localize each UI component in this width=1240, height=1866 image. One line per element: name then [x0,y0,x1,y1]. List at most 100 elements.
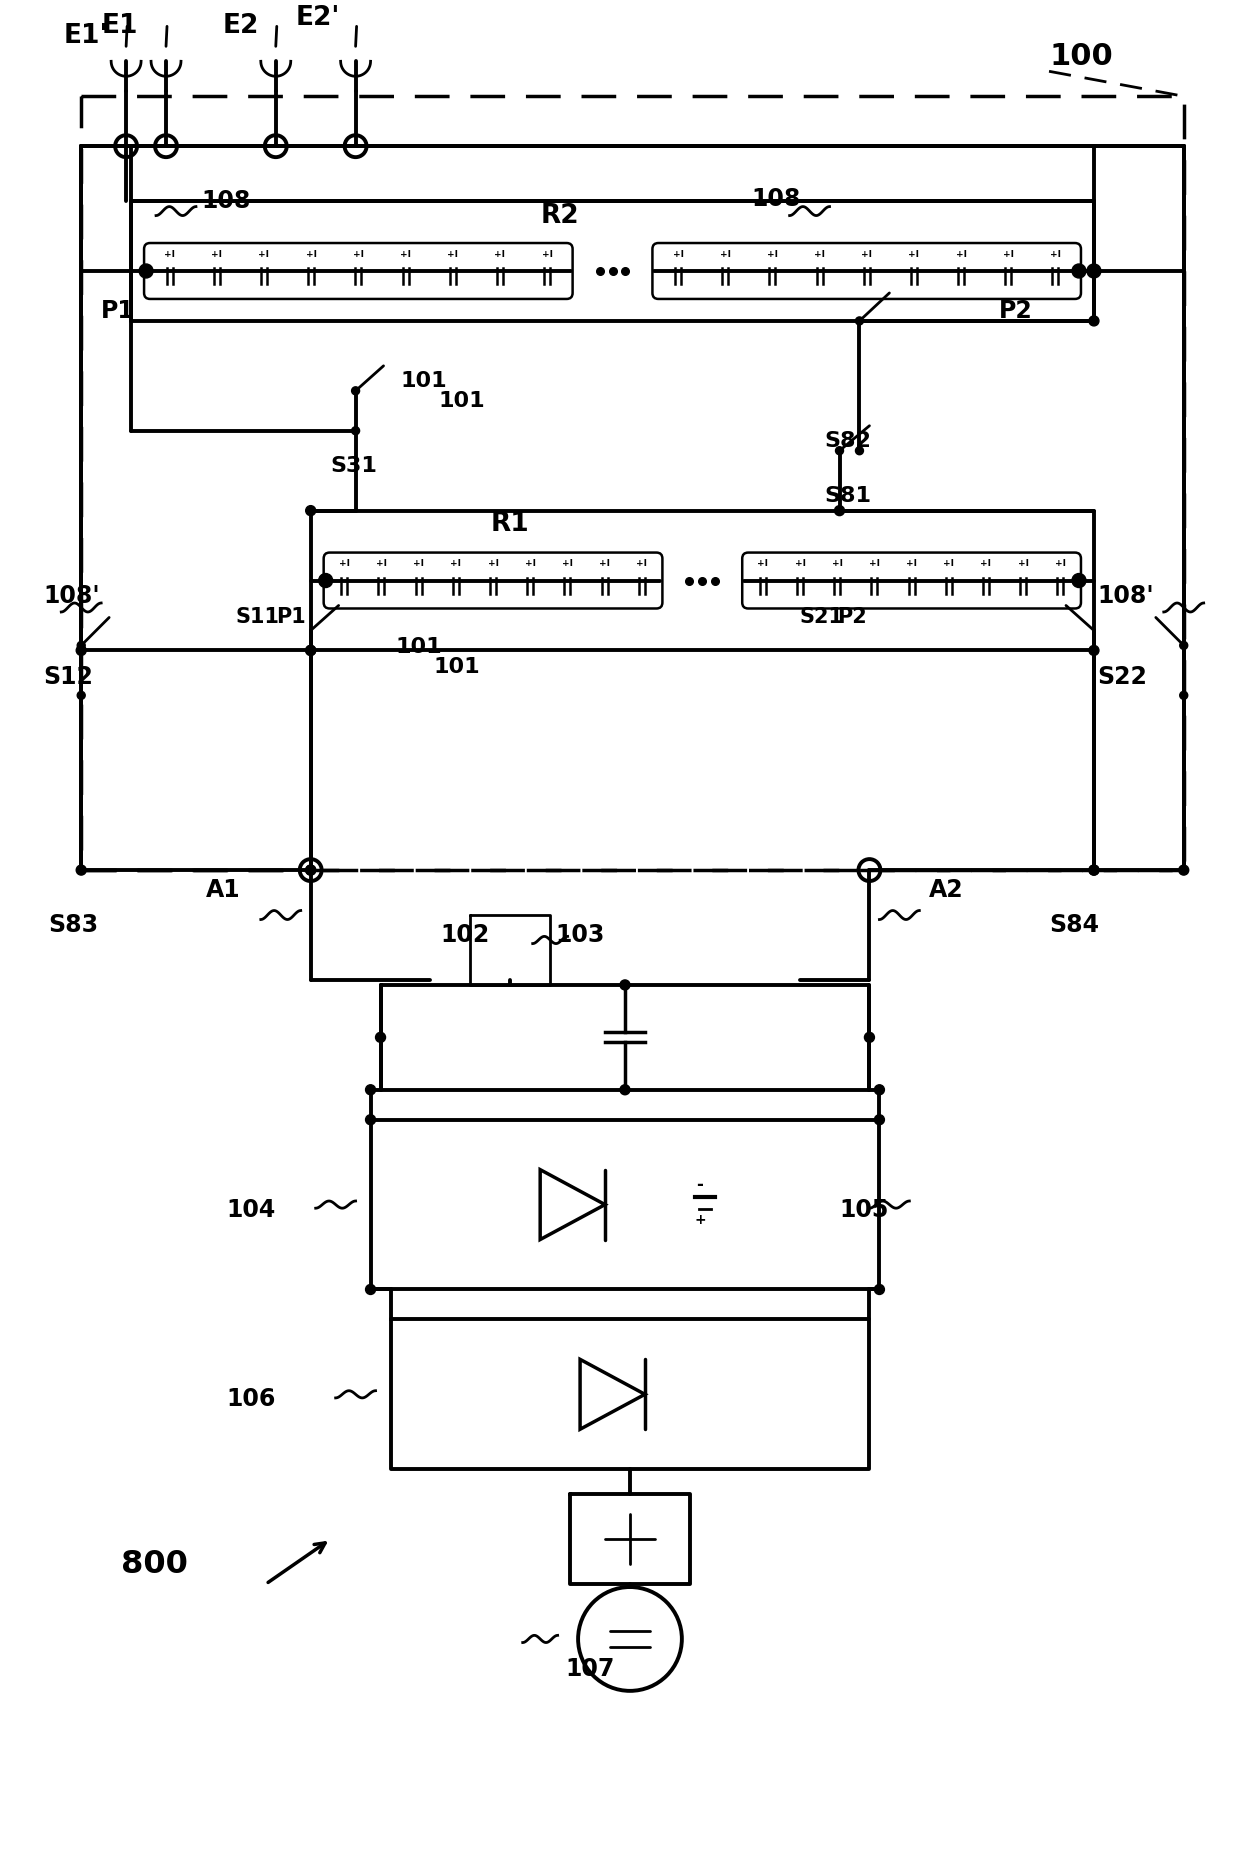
Text: +I: +I [909,250,919,259]
Circle shape [306,646,316,655]
Circle shape [306,866,316,875]
Text: 101: 101 [396,638,443,657]
Text: +I: +I [956,250,966,259]
Text: 106: 106 [226,1386,275,1411]
Text: E1': E1' [63,24,108,49]
FancyBboxPatch shape [743,552,1081,608]
Polygon shape [580,1358,645,1429]
Circle shape [620,980,630,991]
Text: +I: +I [562,560,573,567]
Text: +I: +I [766,250,777,259]
Text: +I: +I [636,560,647,567]
Circle shape [1179,692,1188,700]
Circle shape [1073,573,1086,588]
Text: +I: +I [306,250,316,259]
Circle shape [366,1114,376,1125]
Text: +I: +I [525,560,536,567]
Circle shape [77,642,86,649]
Text: +I: +I [795,560,806,567]
Polygon shape [541,1170,605,1239]
Circle shape [874,1114,884,1125]
Circle shape [856,446,863,455]
Text: A2: A2 [929,879,963,901]
Text: +I: +I [813,250,825,259]
Text: +I: +I [758,560,769,567]
Text: +I: +I [1018,560,1029,567]
Text: 101: 101 [439,390,485,411]
Circle shape [1089,646,1099,655]
Text: +I: +I [542,250,553,259]
Text: 105: 105 [839,1198,889,1222]
Circle shape [864,1032,874,1043]
Text: P2: P2 [999,299,1033,323]
Text: S11: S11 [236,608,280,627]
Text: +I: +I [353,250,363,259]
Text: +I: +I [448,250,459,259]
Text: +I: +I [258,250,269,259]
Text: +I: +I [944,560,955,567]
Circle shape [352,427,360,435]
Text: +I: +I [211,250,222,259]
Text: +I: +I [832,560,843,567]
Circle shape [366,1284,376,1295]
Text: 102: 102 [440,924,490,948]
Text: 104: 104 [226,1198,275,1222]
Text: 108: 108 [751,187,801,211]
Text: R2: R2 [541,203,579,230]
Text: S83: S83 [48,912,98,937]
FancyBboxPatch shape [144,243,573,299]
Circle shape [77,692,86,700]
Circle shape [76,866,87,875]
Text: 101: 101 [434,657,480,677]
Circle shape [874,1284,884,1295]
Circle shape [856,317,863,325]
Circle shape [76,646,87,655]
Text: +I: +I [862,250,872,259]
Text: A1: A1 [206,879,241,901]
Circle shape [1179,642,1188,649]
Circle shape [1089,866,1099,875]
Text: E2: E2 [223,13,259,39]
Text: +I: +I [487,560,498,567]
Text: P1: P1 [102,299,135,323]
Circle shape [836,446,843,455]
Text: +I: +I [413,560,424,567]
Text: 108: 108 [201,188,250,213]
Text: +I: +I [450,560,461,567]
Text: S81: S81 [825,485,872,506]
Text: S84: S84 [1049,912,1099,937]
Text: +I: +I [495,250,506,259]
Circle shape [874,1084,884,1095]
Text: P1: P1 [275,608,305,627]
Circle shape [620,1084,630,1095]
Text: 100: 100 [1049,41,1112,71]
Circle shape [835,506,844,515]
Text: -: - [697,1176,703,1194]
Text: 108': 108' [1097,584,1153,608]
Text: +I: +I [376,560,387,567]
Circle shape [578,1586,682,1691]
Text: S12: S12 [43,666,93,689]
Text: E1: E1 [102,13,138,39]
Text: +I: +I [599,560,610,567]
Text: E2': E2' [295,6,340,32]
Circle shape [306,866,316,875]
Circle shape [366,1084,376,1095]
Text: S22: S22 [1097,666,1147,689]
Text: +I: +I [906,560,918,567]
Text: S21: S21 [800,608,843,627]
Circle shape [306,646,316,655]
Text: 103: 103 [556,924,605,948]
Text: R1: R1 [490,511,529,537]
Text: +I: +I [1003,250,1014,259]
Text: +I: +I [672,250,683,259]
Text: P2: P2 [837,608,867,627]
Text: 101: 101 [401,371,448,390]
Text: +I: +I [401,250,410,259]
Text: 107: 107 [565,1657,615,1681]
Text: +I: +I [1050,250,1061,259]
Circle shape [139,263,153,278]
Text: +I: +I [1055,560,1066,567]
Text: +: + [694,1213,706,1226]
Text: +I: +I [164,250,175,259]
